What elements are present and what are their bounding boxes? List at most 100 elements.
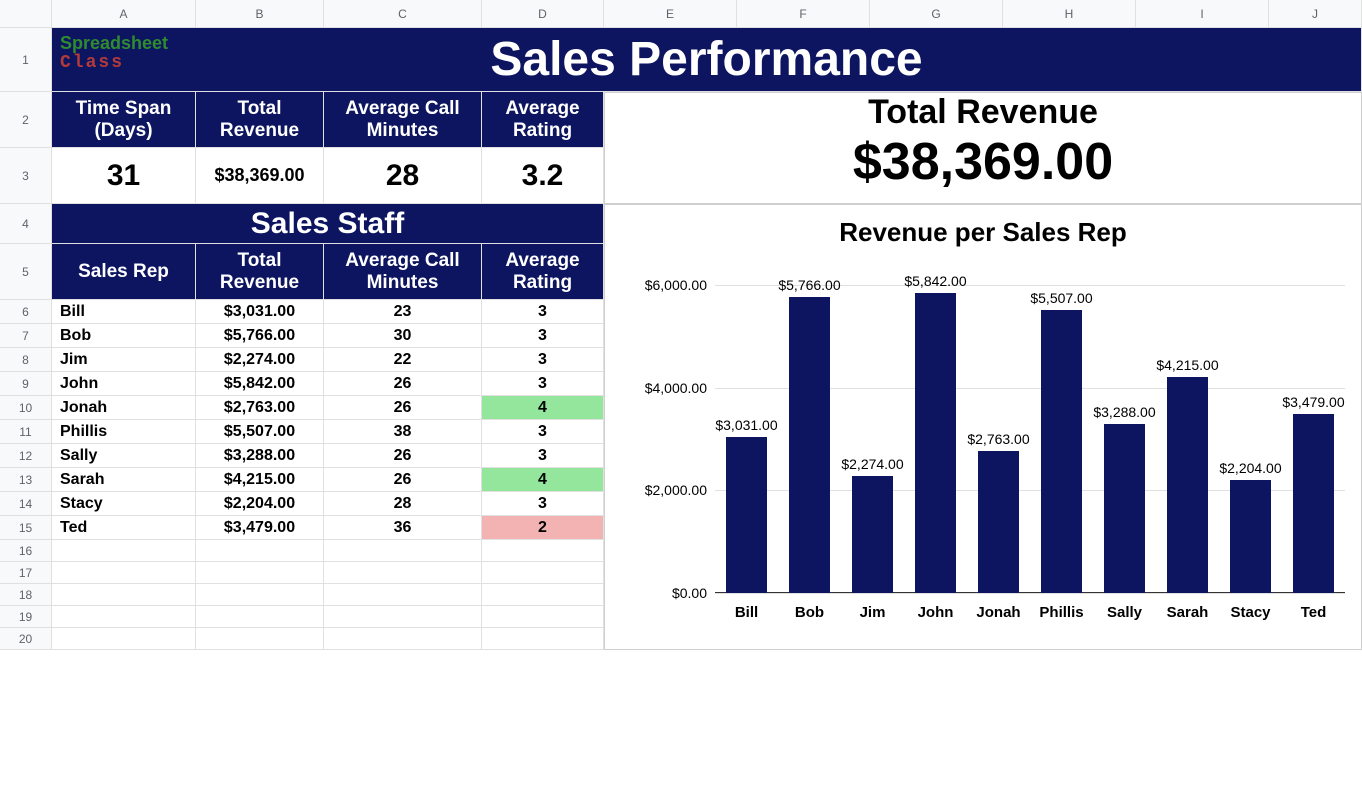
staff-cell-Jonah-rev[interactable]: $2,763.00 [196, 396, 324, 420]
row-header-6[interactable]: 6 [0, 300, 52, 324]
staff-cell-Sarah-rev[interactable]: $4,215.00 [196, 468, 324, 492]
row-header-20[interactable]: 20 [0, 628, 52, 650]
staff-cell-Stacy-name[interactable]: Stacy [52, 492, 196, 516]
empty-cell[interactable] [52, 606, 196, 628]
row-header-2[interactable]: 2 [0, 92, 52, 148]
staff-cell-Jonah-min[interactable]: 26 [324, 396, 482, 420]
staff-cell-Phillis-rev[interactable]: $5,507.00 [196, 420, 324, 444]
empty-cell[interactable] [324, 584, 482, 606]
row-header-5[interactable]: 5 [0, 244, 52, 300]
empty-cell[interactable] [196, 562, 324, 584]
staff-cell-Stacy-rating[interactable]: 3 [482, 492, 604, 516]
empty-cell[interactable] [324, 606, 482, 628]
empty-cell[interactable] [324, 562, 482, 584]
select-all-corner[interactable] [0, 0, 52, 28]
staff-cell-Phillis-min[interactable]: 38 [324, 420, 482, 444]
empty-cell[interactable] [324, 540, 482, 562]
staff-cell-Bill-rev[interactable]: $3,031.00 [196, 300, 324, 324]
column-header-F[interactable]: F [737, 0, 870, 28]
chart-bar-Sarah [1167, 377, 1209, 593]
empty-cell[interactable] [196, 584, 324, 606]
title-banner: SpreadsheetClassSales Performance [52, 28, 1362, 92]
empty-cell[interactable] [196, 628, 324, 650]
row-header-4[interactable]: 4 [0, 204, 52, 244]
chart-x-tick: John [918, 604, 954, 621]
staff-cell-Jim-rev[interactable]: $2,274.00 [196, 348, 324, 372]
column-header-H[interactable]: H [1003, 0, 1136, 28]
row-header-14[interactable]: 14 [0, 492, 52, 516]
staff-cell-Ted-min[interactable]: 36 [324, 516, 482, 540]
staff-cell-Sally-name[interactable]: Sally [52, 444, 196, 468]
empty-cell[interactable] [482, 628, 604, 650]
column-header-A[interactable]: A [52, 0, 196, 28]
column-header-G[interactable]: G [870, 0, 1003, 28]
staff-cell-Bill-name[interactable]: Bill [52, 300, 196, 324]
metric-header-2: Average Call Minutes [324, 92, 482, 148]
column-header-I[interactable]: I [1136, 0, 1269, 28]
empty-cell[interactable] [482, 606, 604, 628]
empty-cell[interactable] [482, 584, 604, 606]
row-header-1[interactable]: 1 [0, 28, 52, 92]
staff-cell-John-rating[interactable]: 3 [482, 372, 604, 396]
chart-x-tick: Sally [1107, 604, 1142, 621]
chart-bar-Ted [1293, 414, 1335, 593]
staff-cell-Bill-rating[interactable]: 3 [482, 300, 604, 324]
empty-cell[interactable] [324, 628, 482, 650]
staff-cell-Ted-rev[interactable]: $3,479.00 [196, 516, 324, 540]
staff-cell-Bob-name[interactable]: Bob [52, 324, 196, 348]
staff-cell-Bob-rating[interactable]: 3 [482, 324, 604, 348]
staff-cell-Stacy-min[interactable]: 28 [324, 492, 482, 516]
staff-cell-John-name[interactable]: John [52, 372, 196, 396]
row-header-16[interactable]: 16 [0, 540, 52, 562]
staff-cell-Jonah-rating[interactable]: 4 [482, 396, 604, 420]
staff-cell-Phillis-name[interactable]: Phillis [52, 420, 196, 444]
column-header-D[interactable]: D [482, 0, 604, 28]
row-header-19[interactable]: 19 [0, 606, 52, 628]
row-header-10[interactable]: 10 [0, 396, 52, 420]
row-header-9[interactable]: 9 [0, 372, 52, 396]
staff-th-1: Total Revenue [196, 244, 324, 300]
staff-cell-Stacy-rev[interactable]: $2,204.00 [196, 492, 324, 516]
column-header-J[interactable]: J [1269, 0, 1362, 28]
row-header-13[interactable]: 13 [0, 468, 52, 492]
staff-cell-Sally-min[interactable]: 26 [324, 444, 482, 468]
empty-cell[interactable] [196, 540, 324, 562]
staff-cell-Phillis-rating[interactable]: 3 [482, 420, 604, 444]
staff-cell-Ted-rating[interactable]: 2 [482, 516, 604, 540]
staff-cell-Bob-min[interactable]: 30 [324, 324, 482, 348]
row-header-17[interactable]: 17 [0, 562, 52, 584]
row-header-15[interactable]: 15 [0, 516, 52, 540]
staff-cell-Jonah-name[interactable]: Jonah [52, 396, 196, 420]
staff-cell-Bob-rev[interactable]: $5,766.00 [196, 324, 324, 348]
chart-gridline [715, 593, 1345, 594]
empty-cell[interactable] [52, 584, 196, 606]
metric-header-0: Time Span (Days) [52, 92, 196, 148]
staff-cell-Sarah-min[interactable]: 26 [324, 468, 482, 492]
row-header-7[interactable]: 7 [0, 324, 52, 348]
staff-cell-John-min[interactable]: 26 [324, 372, 482, 396]
staff-cell-John-rev[interactable]: $5,842.00 [196, 372, 324, 396]
row-header-8[interactable]: 8 [0, 348, 52, 372]
column-header-B[interactable]: B [196, 0, 324, 28]
staff-cell-Sarah-rating[interactable]: 4 [482, 468, 604, 492]
column-header-E[interactable]: E [604, 0, 737, 28]
staff-cell-Sarah-name[interactable]: Sarah [52, 468, 196, 492]
empty-cell[interactable] [482, 540, 604, 562]
staff-cell-Jim-name[interactable]: Jim [52, 348, 196, 372]
staff-cell-Sally-rating[interactable]: 3 [482, 444, 604, 468]
row-header-18[interactable]: 18 [0, 584, 52, 606]
row-header-3[interactable]: 3 [0, 148, 52, 204]
empty-cell[interactable] [482, 562, 604, 584]
empty-cell[interactable] [52, 562, 196, 584]
staff-cell-Sally-rev[interactable]: $3,288.00 [196, 444, 324, 468]
empty-cell[interactable] [52, 540, 196, 562]
staff-cell-Jim-min[interactable]: 22 [324, 348, 482, 372]
column-header-C[interactable]: C [324, 0, 482, 28]
staff-cell-Ted-name[interactable]: Ted [52, 516, 196, 540]
staff-cell-Bill-min[interactable]: 23 [324, 300, 482, 324]
row-header-12[interactable]: 12 [0, 444, 52, 468]
empty-cell[interactable] [52, 628, 196, 650]
row-header-11[interactable]: 11 [0, 420, 52, 444]
empty-cell[interactable] [196, 606, 324, 628]
staff-cell-Jim-rating[interactable]: 3 [482, 348, 604, 372]
